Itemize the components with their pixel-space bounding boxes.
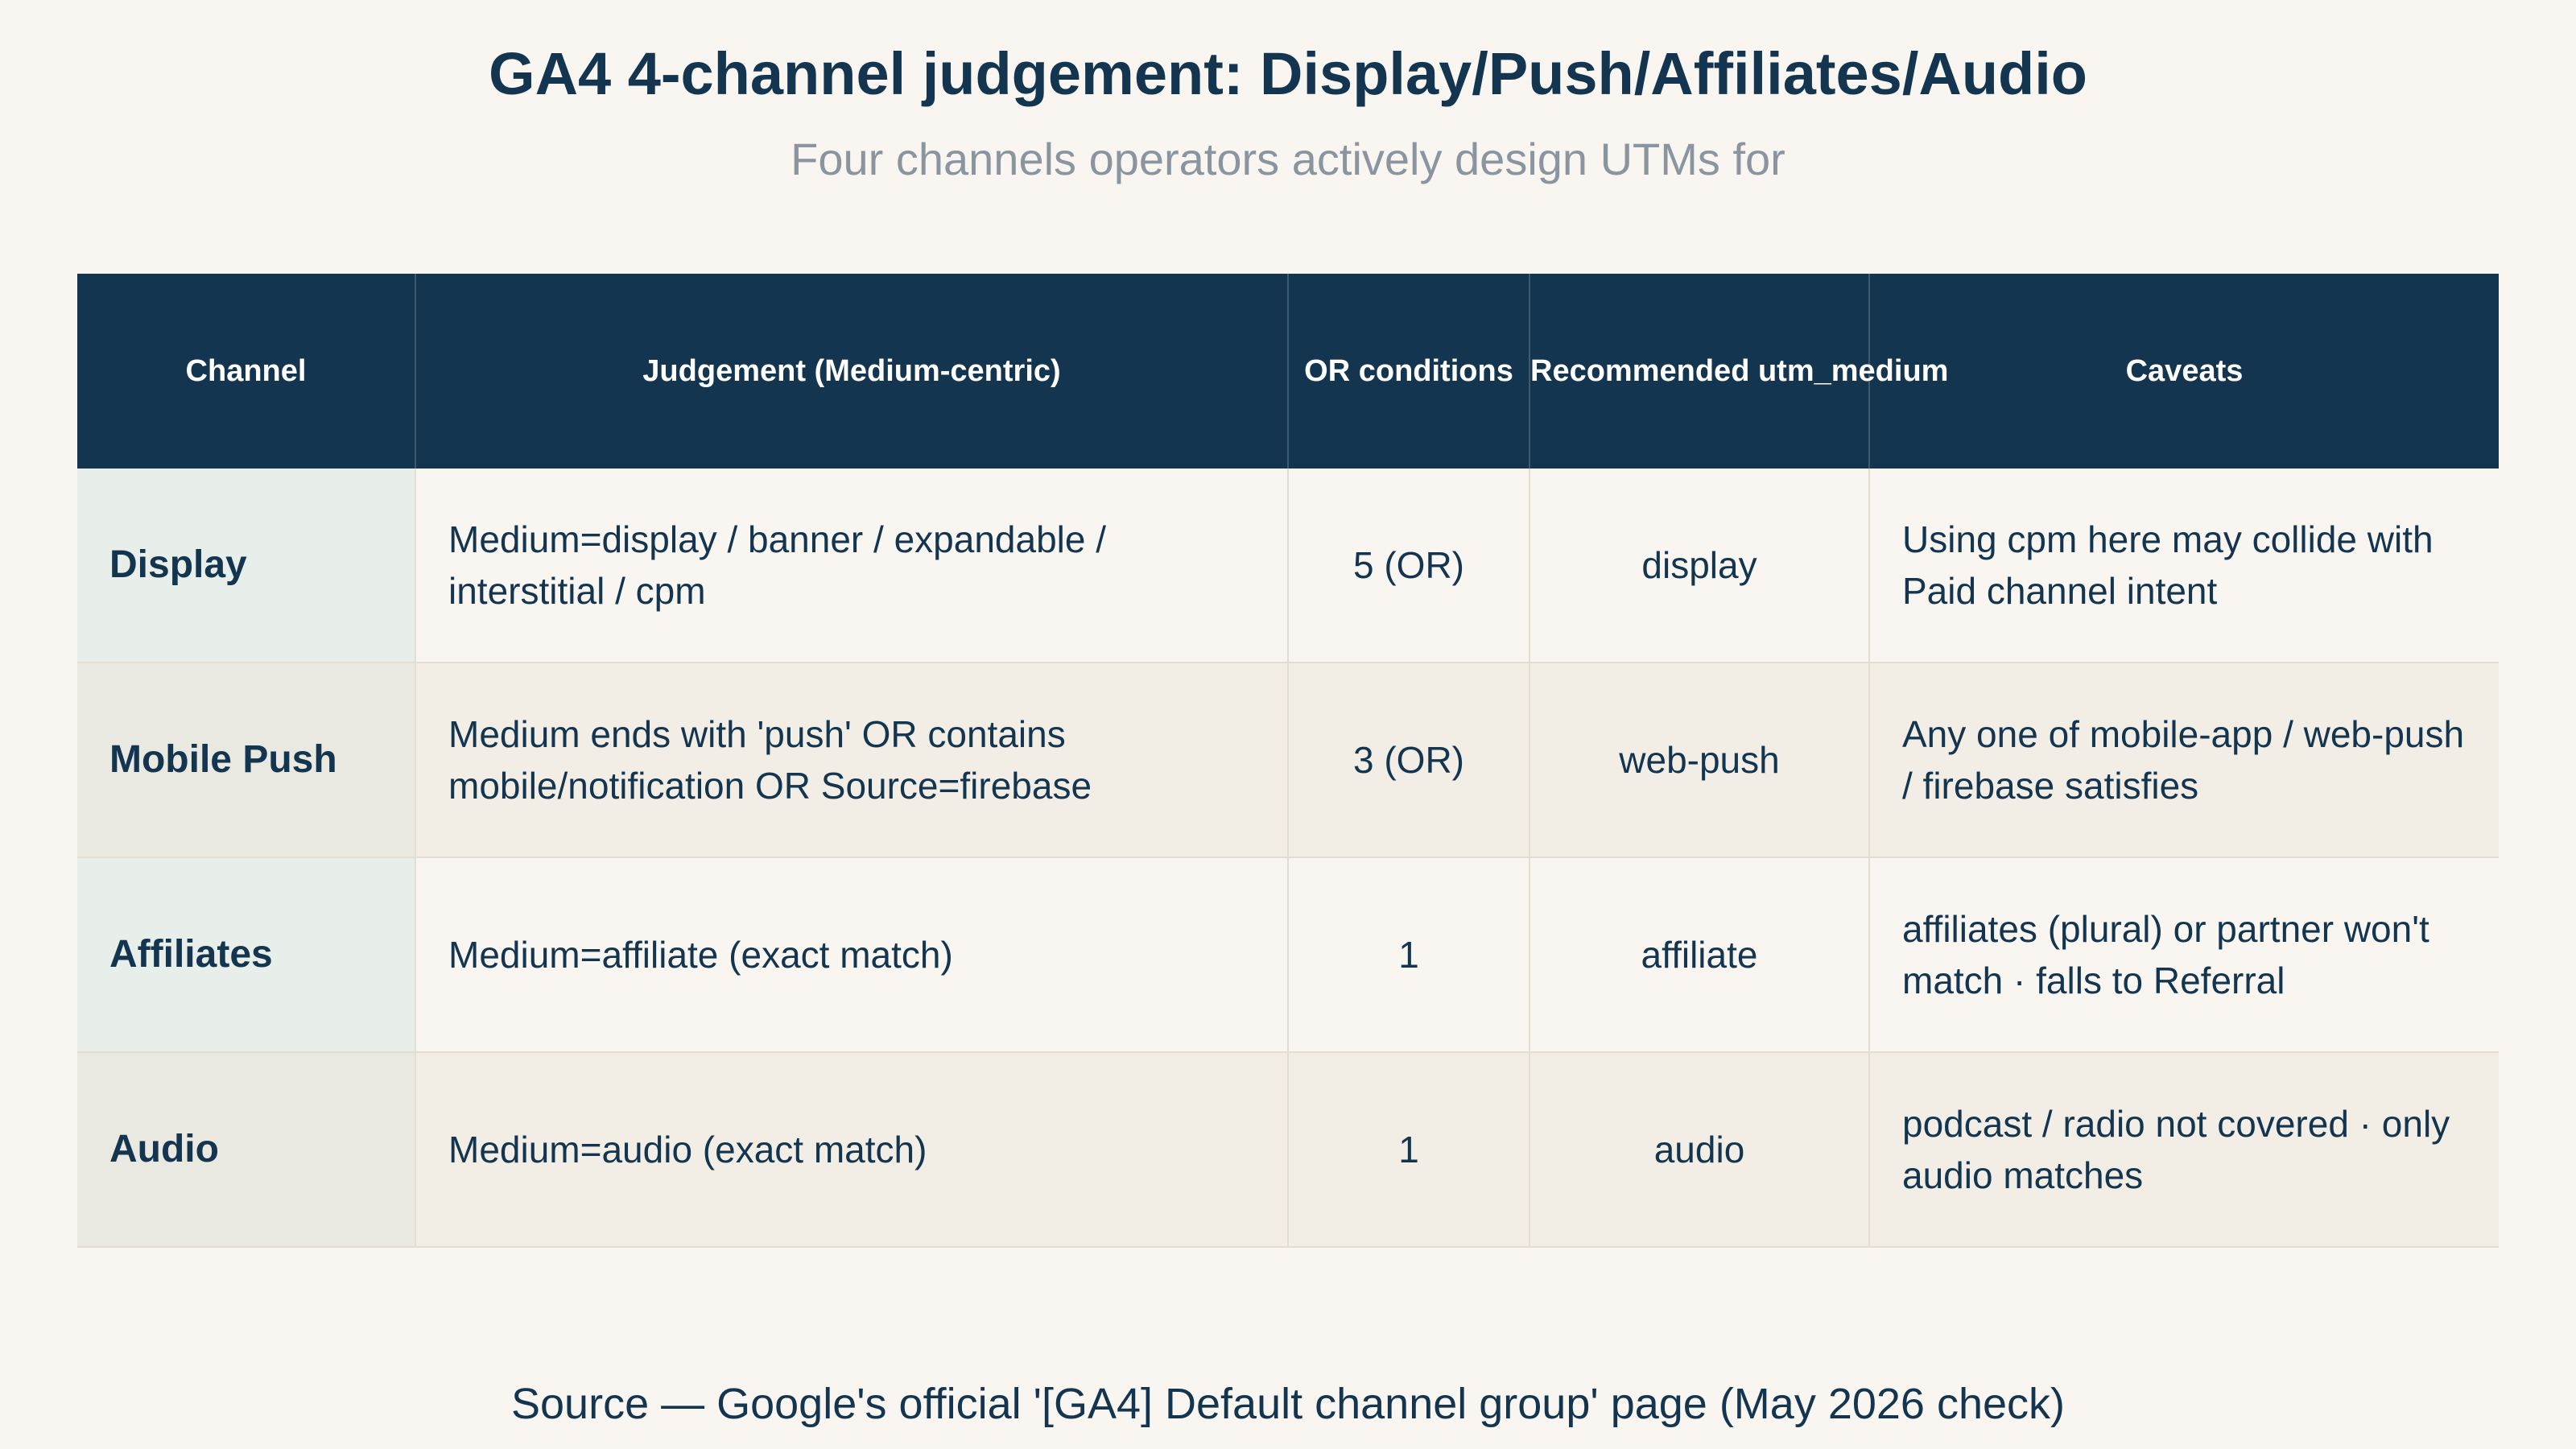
utm-medium-cell: display (1529, 469, 1869, 663)
utm-medium-cell: audio (1529, 1052, 1869, 1248)
caveats-cell: Any one of mobile-app / web-push / fireb… (1868, 663, 2499, 858)
table-row: Display Medium=display / banner / expand… (77, 469, 2499, 663)
table-row: Audio Medium=audio (exact match) 1 audio… (77, 1052, 2499, 1248)
caveats-cell: affiliates (plural) or partner won't mat… (1868, 857, 2499, 1053)
channel-cell: Display (77, 469, 415, 663)
chart-title: GA4 4-channel judgement: Display/Push/Af… (489, 40, 2087, 107)
chart-subtitle: Four channels operators actively design … (791, 134, 1785, 184)
or-conditions-cell: 1 (1287, 857, 1530, 1053)
column-header-judgement: Judgement (Medium-centric) (415, 274, 1288, 469)
utm-medium-cell: web-push (1529, 663, 1869, 858)
utm-medium-cell: affiliate (1529, 857, 1869, 1053)
caveats-cell: podcast / radio not covered · only audio… (1868, 1052, 2499, 1248)
channel-cell: Audio (77, 1052, 415, 1248)
judgement-cell: Medium=audio (exact match) (415, 1052, 1288, 1248)
judgement-cell: Medium=affiliate (exact match) (415, 857, 1288, 1053)
source-note: Source — Google's official '[GA4] Defaul… (511, 1380, 2065, 1428)
or-conditions-cell: 3 (OR) (1287, 663, 1530, 858)
table-row: Mobile Push Medium ends with 'push' OR c… (77, 663, 2499, 858)
column-header-channel: Channel (77, 274, 415, 469)
column-header-or-conditions: OR conditions (1287, 274, 1530, 469)
channel-cell: Mobile Push (77, 663, 415, 858)
judgement-cell: Medium ends with 'push' OR contains mobi… (415, 663, 1288, 858)
column-header-caveats: Caveats (1868, 274, 2499, 469)
or-conditions-cell: 1 (1287, 1052, 1530, 1248)
channel-table: Channel Judgement (Medium-centric) OR co… (77, 274, 2499, 1248)
column-header-utm-medium: Recommended utm_medium (1529, 274, 1948, 469)
caveats-cell: Using cpm here may collide with Paid cha… (1868, 469, 2499, 663)
judgement-cell: Medium=display / banner / expandable / i… (415, 469, 1288, 663)
channel-cell: Affiliates (77, 857, 415, 1053)
or-conditions-cell: 5 (OR) (1287, 469, 1530, 663)
table-row: Affiliates Medium=affiliate (exact match… (77, 857, 2499, 1053)
table-header-row: Channel Judgement (Medium-centric) OR co… (77, 274, 2499, 469)
